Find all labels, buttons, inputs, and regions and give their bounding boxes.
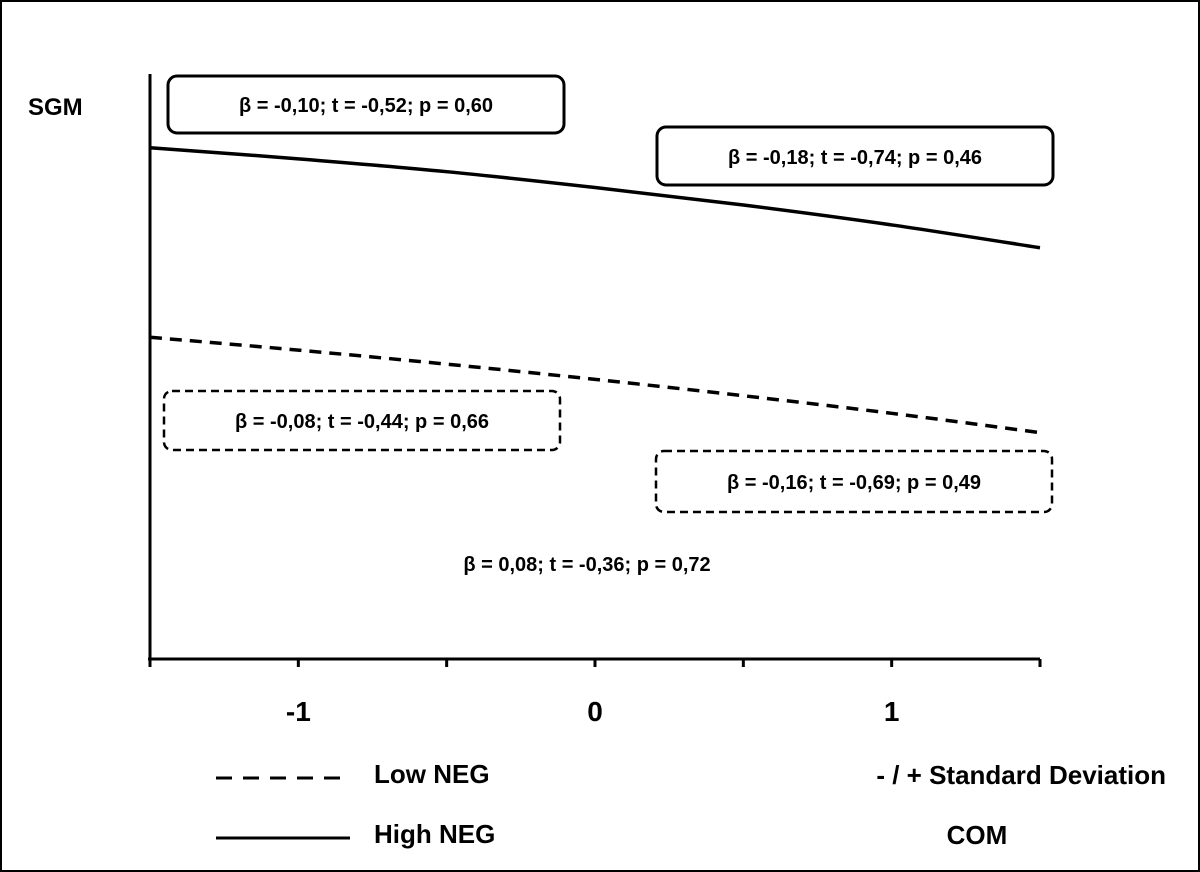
annotation-high-right: β = -0,18; t = -0,74; p = 0,46	[655, 125, 1055, 187]
x-tick-label: -1	[286, 696, 311, 727]
series-line-low-neg	[149, 335, 1041, 435]
annotation-low-left: β = -0,08; t = -0,44; p = 0,66	[162, 389, 562, 452]
annotation-high-left: β = -0,10; t = -0,52; p = 0,60	[166, 74, 566, 135]
x-ticks: -1 0 1	[148, 659, 1042, 727]
series-line-high-neg	[149, 145, 1041, 250]
annotation-box	[655, 125, 1055, 187]
legend-label-low-neg: Low NEG	[374, 759, 490, 789]
x-scale-note: - / + Standard Deviation	[876, 760, 1166, 790]
legend-label-high-neg: High NEG	[374, 819, 495, 849]
y-axis-label: SGM	[28, 94, 83, 121]
legend: Low NEG High NEG	[216, 759, 495, 849]
x-tick-label: 1	[884, 696, 900, 727]
annotation-text: β = -0,08; t = -0,44; p = 0,66	[235, 411, 489, 433]
annotation-low-right: β = -0,16; t = -0,69; p = 0,49	[654, 449, 1054, 514]
annotation-box	[162, 389, 562, 452]
annotation-box	[654, 449, 1054, 514]
annotation-box	[166, 74, 566, 135]
annotation-text: β = -0,18; t = -0,74; p = 0,46	[728, 147, 982, 169]
x-axis-label: COM	[947, 820, 1008, 850]
x-tick-label: 0	[587, 696, 603, 727]
annotation-interaction-text: β = 0,08; t = -0,36; p = 0,72	[463, 554, 710, 576]
annotation-text: β = -0,16; t = -0,69; p = 0,49	[727, 472, 981, 494]
series-lines	[149, 145, 1041, 435]
annotation-text: β = -0,10; t = -0,52; p = 0,60	[239, 95, 493, 117]
